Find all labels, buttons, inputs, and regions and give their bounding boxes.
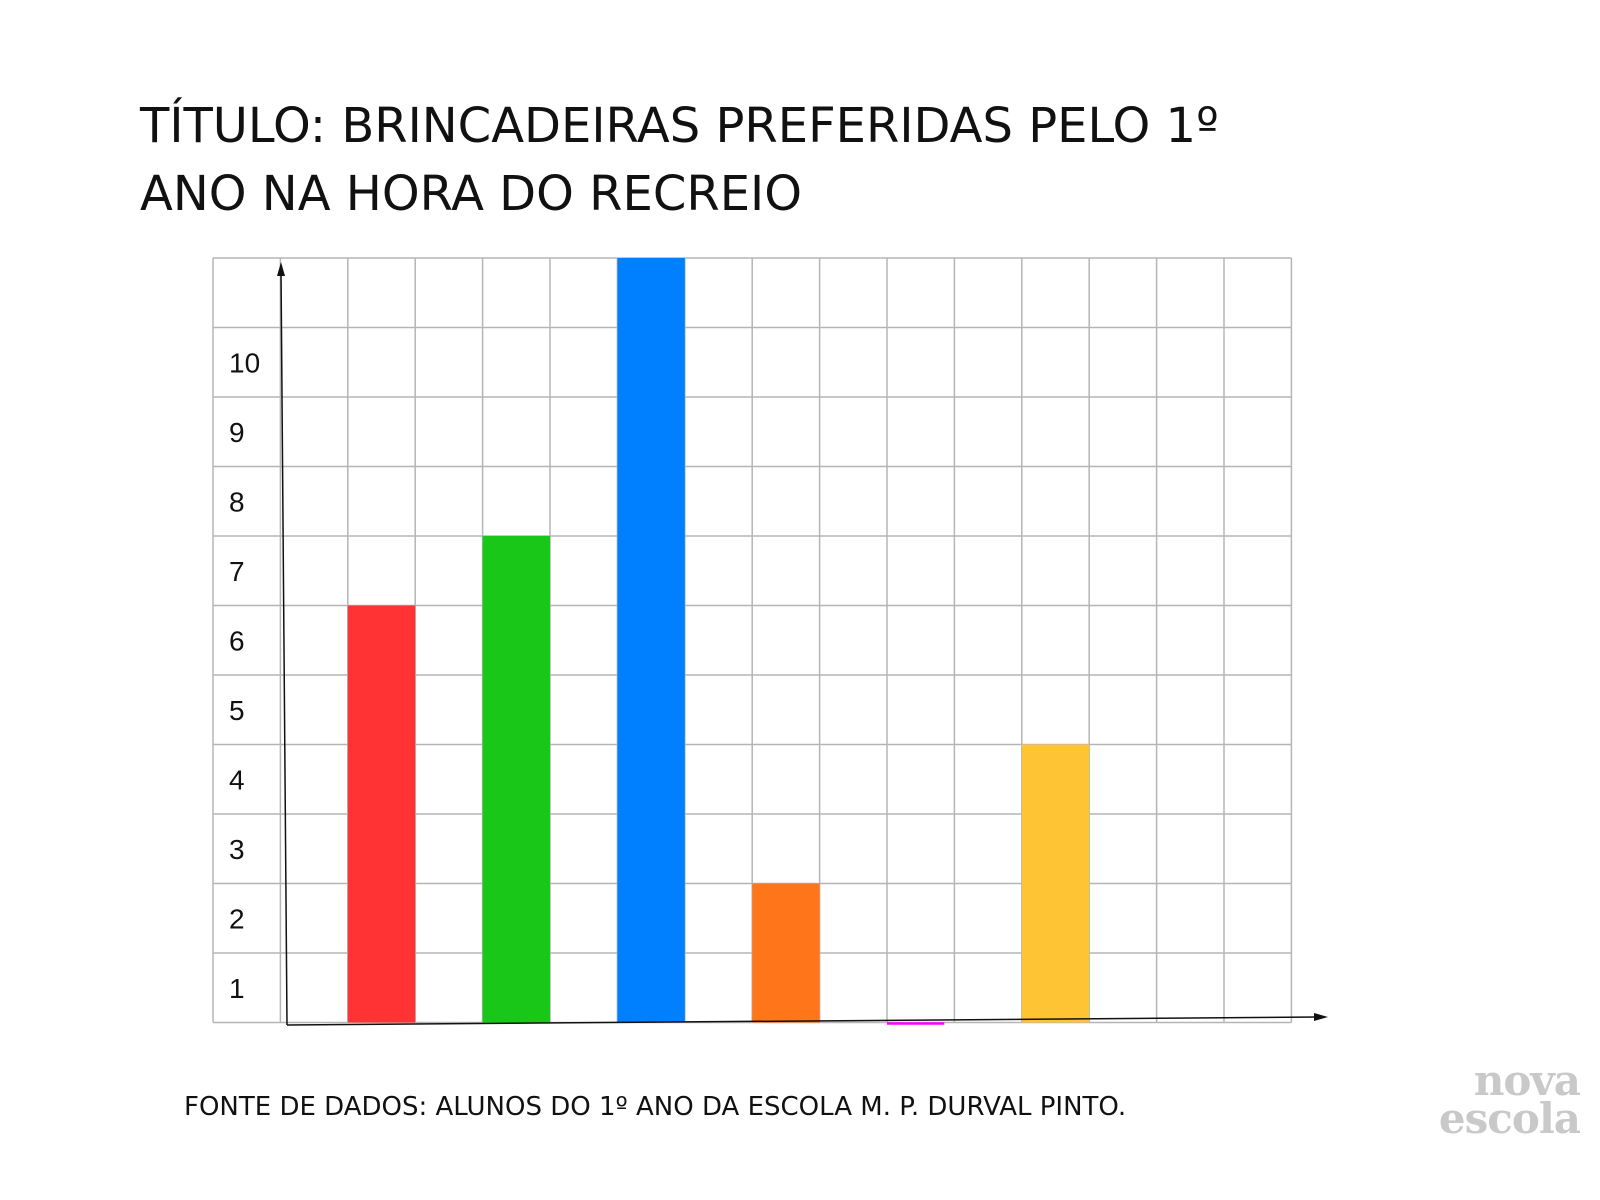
bar: [617, 258, 685, 1023]
y-axis-arrow: [277, 262, 285, 276]
y-tick-label: 7: [229, 556, 245, 587]
y-tick-label: 2: [229, 903, 245, 934]
y-tick-label: 3: [229, 834, 245, 865]
y-tick-label: 6: [229, 625, 245, 656]
y-tick-label: 1: [229, 973, 245, 1004]
y-tick-label: 4: [229, 764, 245, 795]
y-axis: [280, 269, 288, 1026]
x-axis-arrow: [1314, 1013, 1328, 1021]
bar: [1021, 744, 1090, 1023]
logo-line-1: nova: [1473, 1056, 1581, 1105]
logo-line-2: escola: [1438, 1094, 1581, 1143]
bar: [347, 605, 416, 1023]
chart-title: TÍTULO: BRINCADEIRAS PREFERIDAS PELO 1º …: [140, 98, 1219, 222]
y-tick-label: 10: [229, 347, 260, 378]
data-source-note: FONTE DE DADOS: ALUNOS DO 1º ANO DA ESCO…: [184, 1092, 1127, 1122]
nova-escola-logo: nova escola: [1420, 1056, 1581, 1143]
y-tick-labels: 1 2 3 4 5 6 7 8 9 10: [229, 347, 260, 1004]
y-tick-label: 9: [229, 417, 245, 448]
bars: [347, 258, 1090, 1025]
bar: [482, 536, 550, 1023]
axes: [277, 262, 1328, 1026]
bar: [752, 883, 820, 1023]
y-tick-label: 5: [229, 695, 245, 726]
y-tick-label: 8: [229, 486, 245, 517]
x-axis: [286, 1016, 1319, 1026]
